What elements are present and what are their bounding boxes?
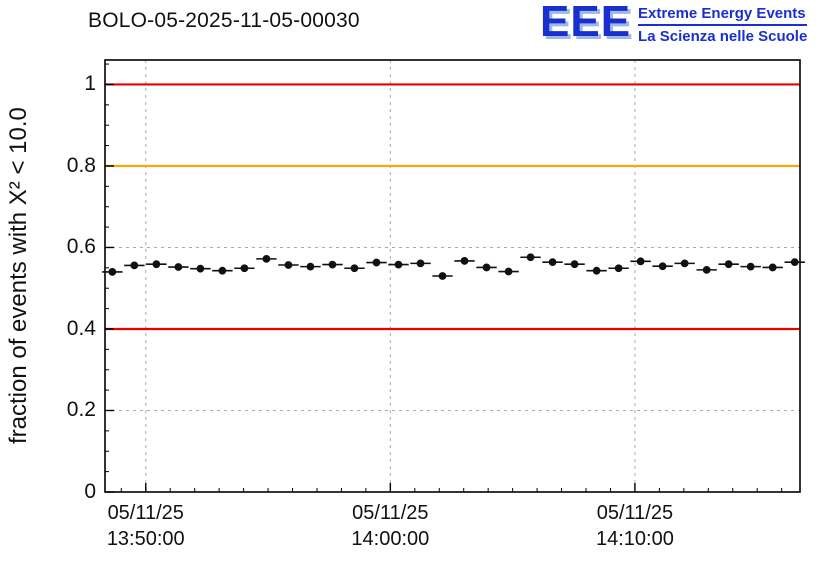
x-tick-label: 05/11/25 13:50:00 <box>106 502 185 550</box>
data-point <box>746 262 755 271</box>
y-tick-label: 1 <box>84 72 96 96</box>
data-point <box>174 263 183 271</box>
data-point <box>790 258 799 267</box>
data-point <box>350 264 359 273</box>
data-point <box>724 260 733 269</box>
data-point <box>504 267 513 276</box>
eee-logo-line1: Extreme Energy Events <box>638 5 808 26</box>
data-point <box>240 264 249 273</box>
data-point <box>438 272 447 280</box>
page-title: BOLO-05-2025-11-05-00030 <box>88 9 360 32</box>
eee-logo-acronym: EEE <box>540 0 632 46</box>
eee-logo-line2: La Scienza nelle Scuole <box>638 28 808 45</box>
data-point <box>372 258 381 267</box>
data-point <box>702 265 711 274</box>
data-point <box>548 258 557 267</box>
y-axis-label: fraction of events with X² < 10.0 <box>5 107 32 445</box>
data-point <box>152 260 161 269</box>
minor-ticks <box>105 63 783 492</box>
data-point <box>218 266 227 275</box>
data-series <box>102 253 805 280</box>
data-point <box>262 254 271 263</box>
data-point <box>680 259 689 268</box>
data-point <box>526 253 535 262</box>
data-point <box>416 259 425 268</box>
data-point <box>460 257 469 265</box>
data-point <box>636 257 645 266</box>
data-point <box>284 261 293 269</box>
x-tick-label: 05/11/25 14:00:00 <box>351 502 430 550</box>
y-tick-label: 0.6 <box>66 235 96 259</box>
data-point <box>658 262 667 271</box>
x-tick-label: 05/11/25 14:10:00 <box>595 502 674 550</box>
gridlines <box>105 60 800 492</box>
plot-frame <box>104 59 801 493</box>
data-point <box>328 260 337 269</box>
axis-ticks <box>105 83 636 493</box>
data-point <box>130 261 139 270</box>
eee-logo-text: Extreme Energy Events La Scienza nelle S… <box>638 3 808 45</box>
y-tick-label: 0.2 <box>66 398 96 422</box>
y-tick-label: 0 <box>84 480 96 503</box>
data-point <box>306 262 315 271</box>
data-point <box>592 266 601 275</box>
y-tick-label: 0.8 <box>66 153 96 177</box>
y-tick-label: 0.4 <box>66 316 96 340</box>
data-point <box>196 264 205 273</box>
data-point <box>108 268 117 276</box>
data-point <box>394 260 403 269</box>
data-point <box>482 263 491 272</box>
eee-logo: EEE Extreme Energy Events La Scienza nel… <box>540 0 808 46</box>
data-point <box>614 264 623 273</box>
data-point <box>768 263 777 272</box>
data-point <box>570 260 579 269</box>
